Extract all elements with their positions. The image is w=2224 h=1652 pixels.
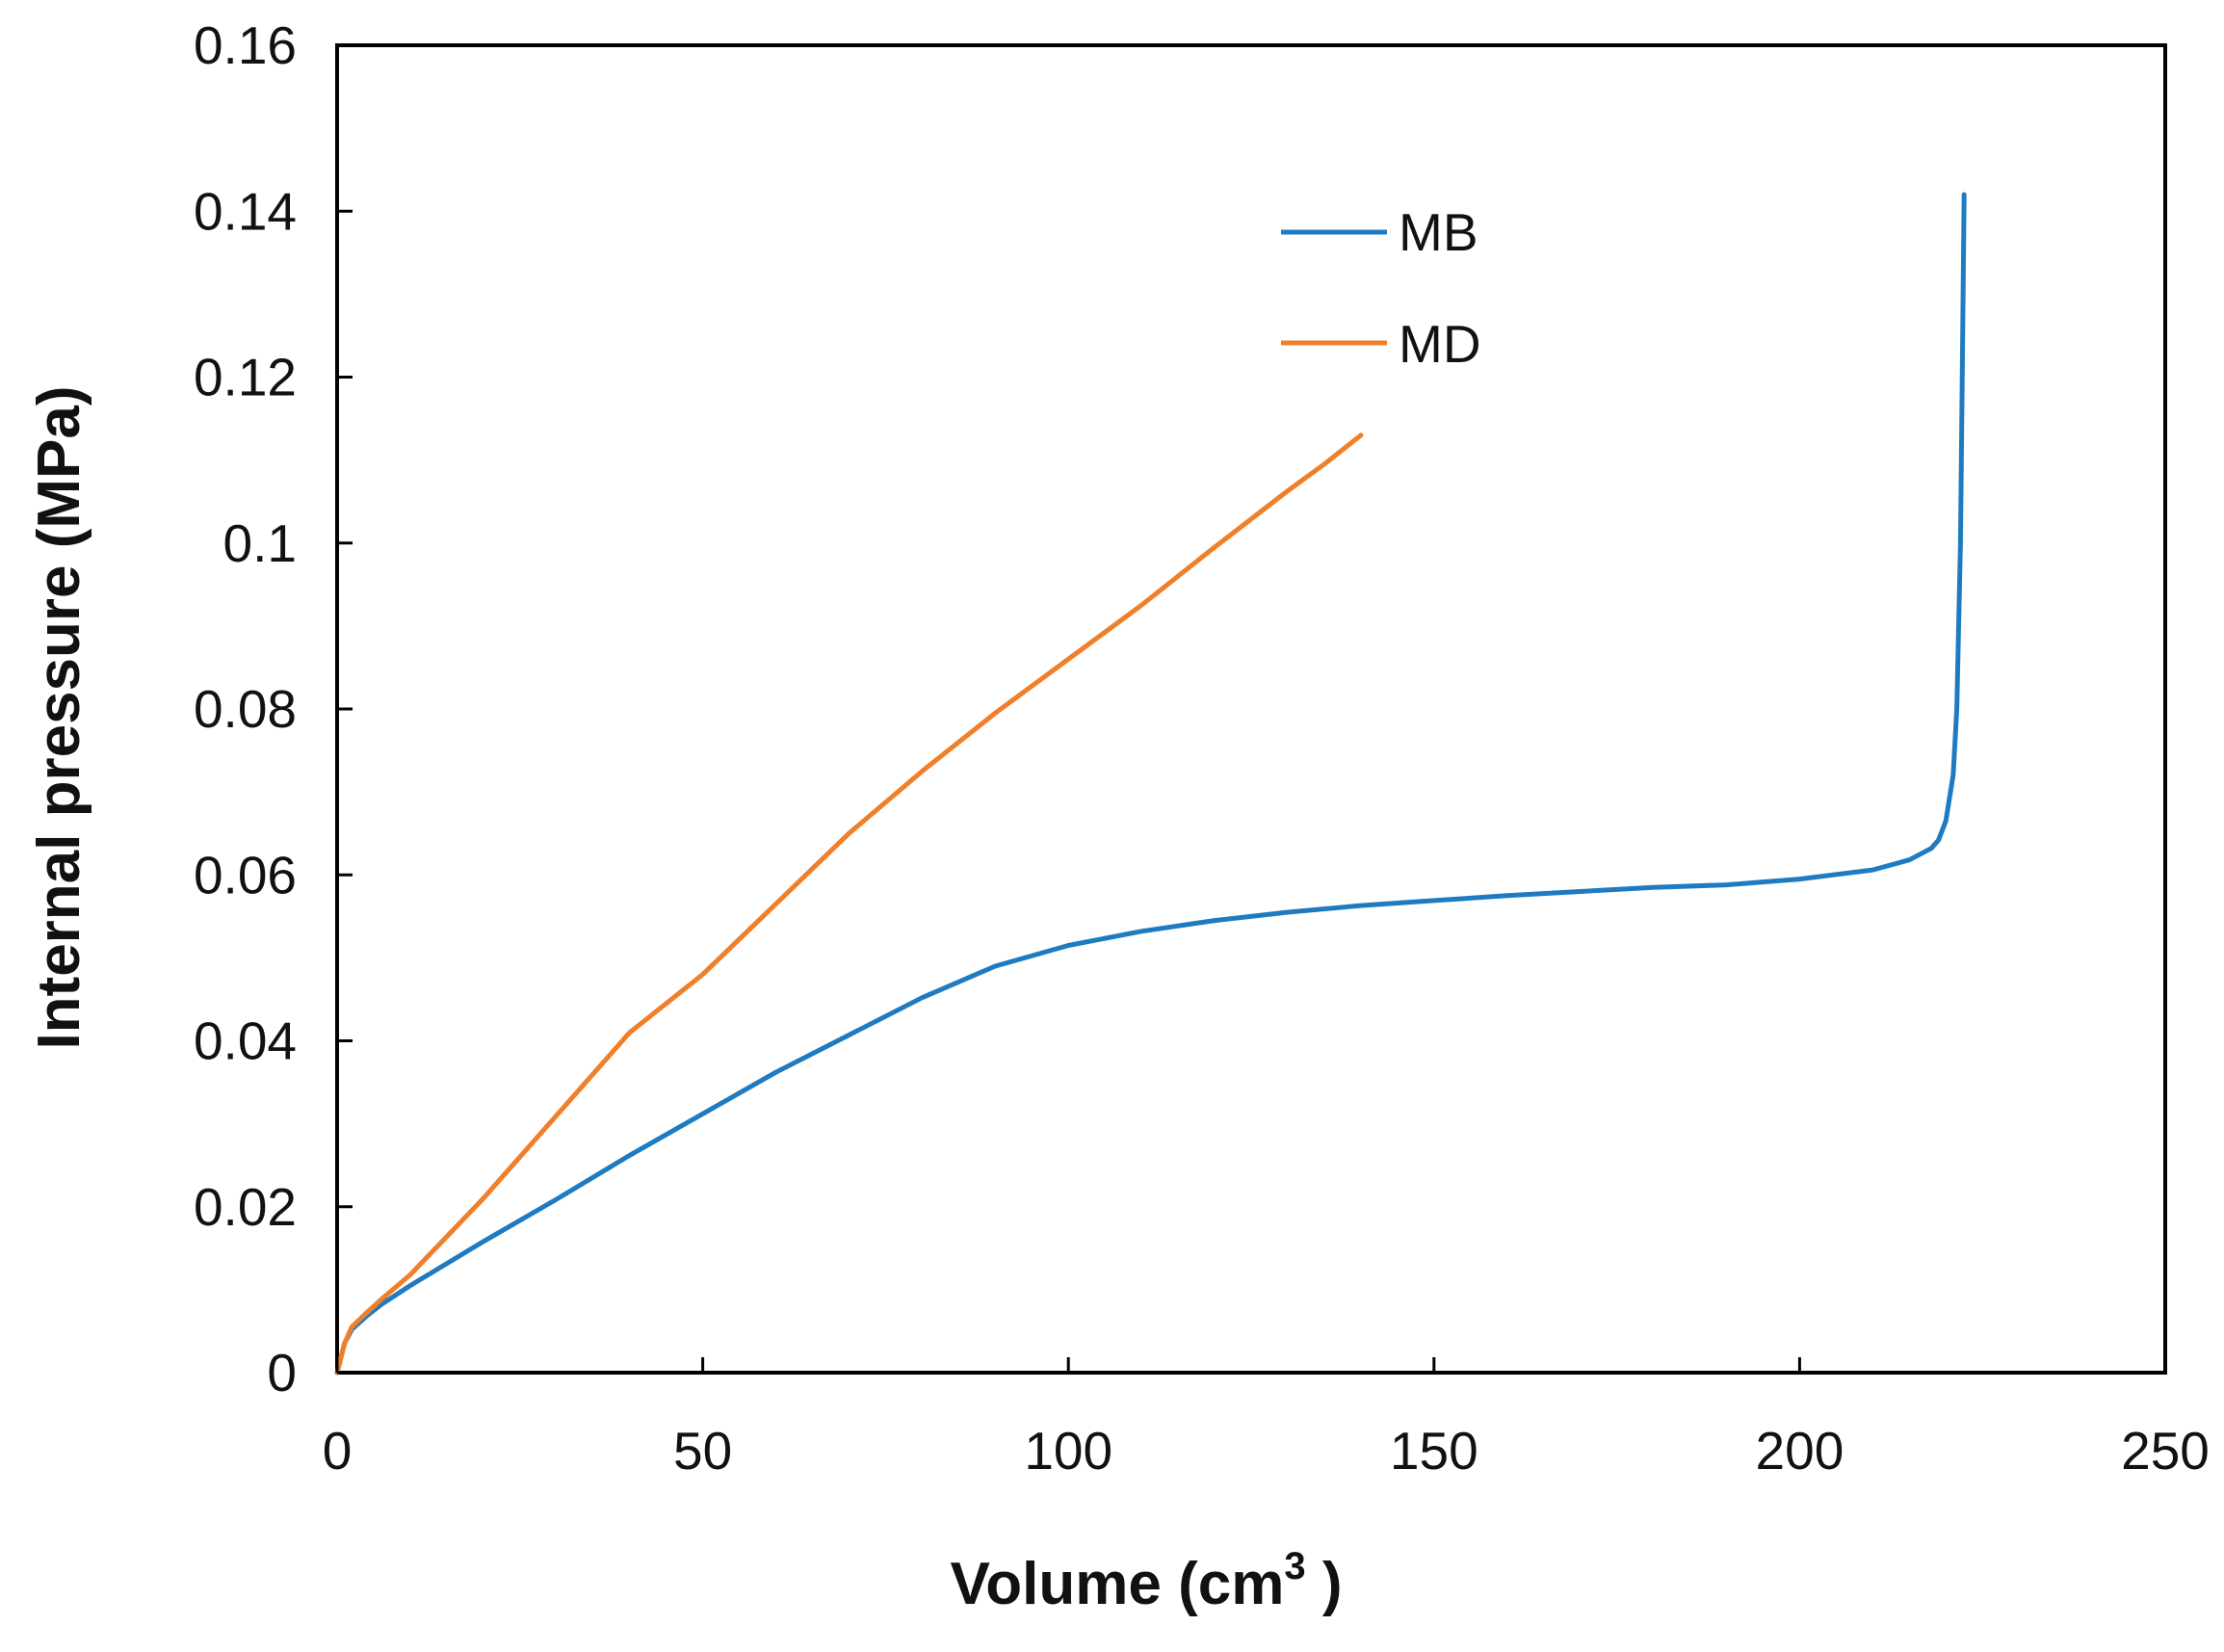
y-tick-label: 0.06 xyxy=(194,845,297,905)
y-tick-label: 0.1 xyxy=(223,513,297,573)
x-axis-title-suffix: ) xyxy=(1306,1551,1343,1617)
y-tick-label: 0.16 xyxy=(194,15,297,75)
x-axis-title-superscript: 3 xyxy=(1284,1545,1305,1587)
legend-label-md: MD xyxy=(1399,314,1481,374)
legend-label-mb: MB xyxy=(1399,202,1478,262)
x-tick-label: 250 xyxy=(2121,1421,2210,1481)
x-tick-label: 100 xyxy=(1024,1421,1112,1481)
x-axis-title-text: Volume (cm xyxy=(951,1551,1285,1617)
y-tick-label: 0.12 xyxy=(194,348,297,407)
x-axis-title: Volume (cm3 ) xyxy=(951,1545,1343,1617)
legend: MB MD xyxy=(1281,202,1481,374)
series-line-md xyxy=(334,433,1364,1376)
series-line-mb xyxy=(334,192,1967,1376)
y-axis-title: Internal pressure (MPa) xyxy=(26,385,92,1049)
x-tick-label: 0 xyxy=(323,1421,353,1481)
y-tick-label: 0.08 xyxy=(194,679,297,739)
y-tick-label: 0 xyxy=(267,1343,297,1403)
y-tick-label: 0.02 xyxy=(194,1177,297,1237)
x-tick-label: 200 xyxy=(1756,1421,1845,1481)
x-tick-label: 50 xyxy=(673,1421,732,1481)
y-tick-label: 0.14 xyxy=(194,181,297,241)
series-layer xyxy=(334,192,1967,1376)
tick-layer: 0 50 100 150 200 250 0 0.02 0.04 0.06 0.08 0.1 0.12 0… xyxy=(194,15,2210,1481)
plot-area-frame xyxy=(335,43,2167,1375)
x-tick-label: 150 xyxy=(1390,1421,1478,1481)
y-tick-label: 0.04 xyxy=(194,1011,297,1071)
